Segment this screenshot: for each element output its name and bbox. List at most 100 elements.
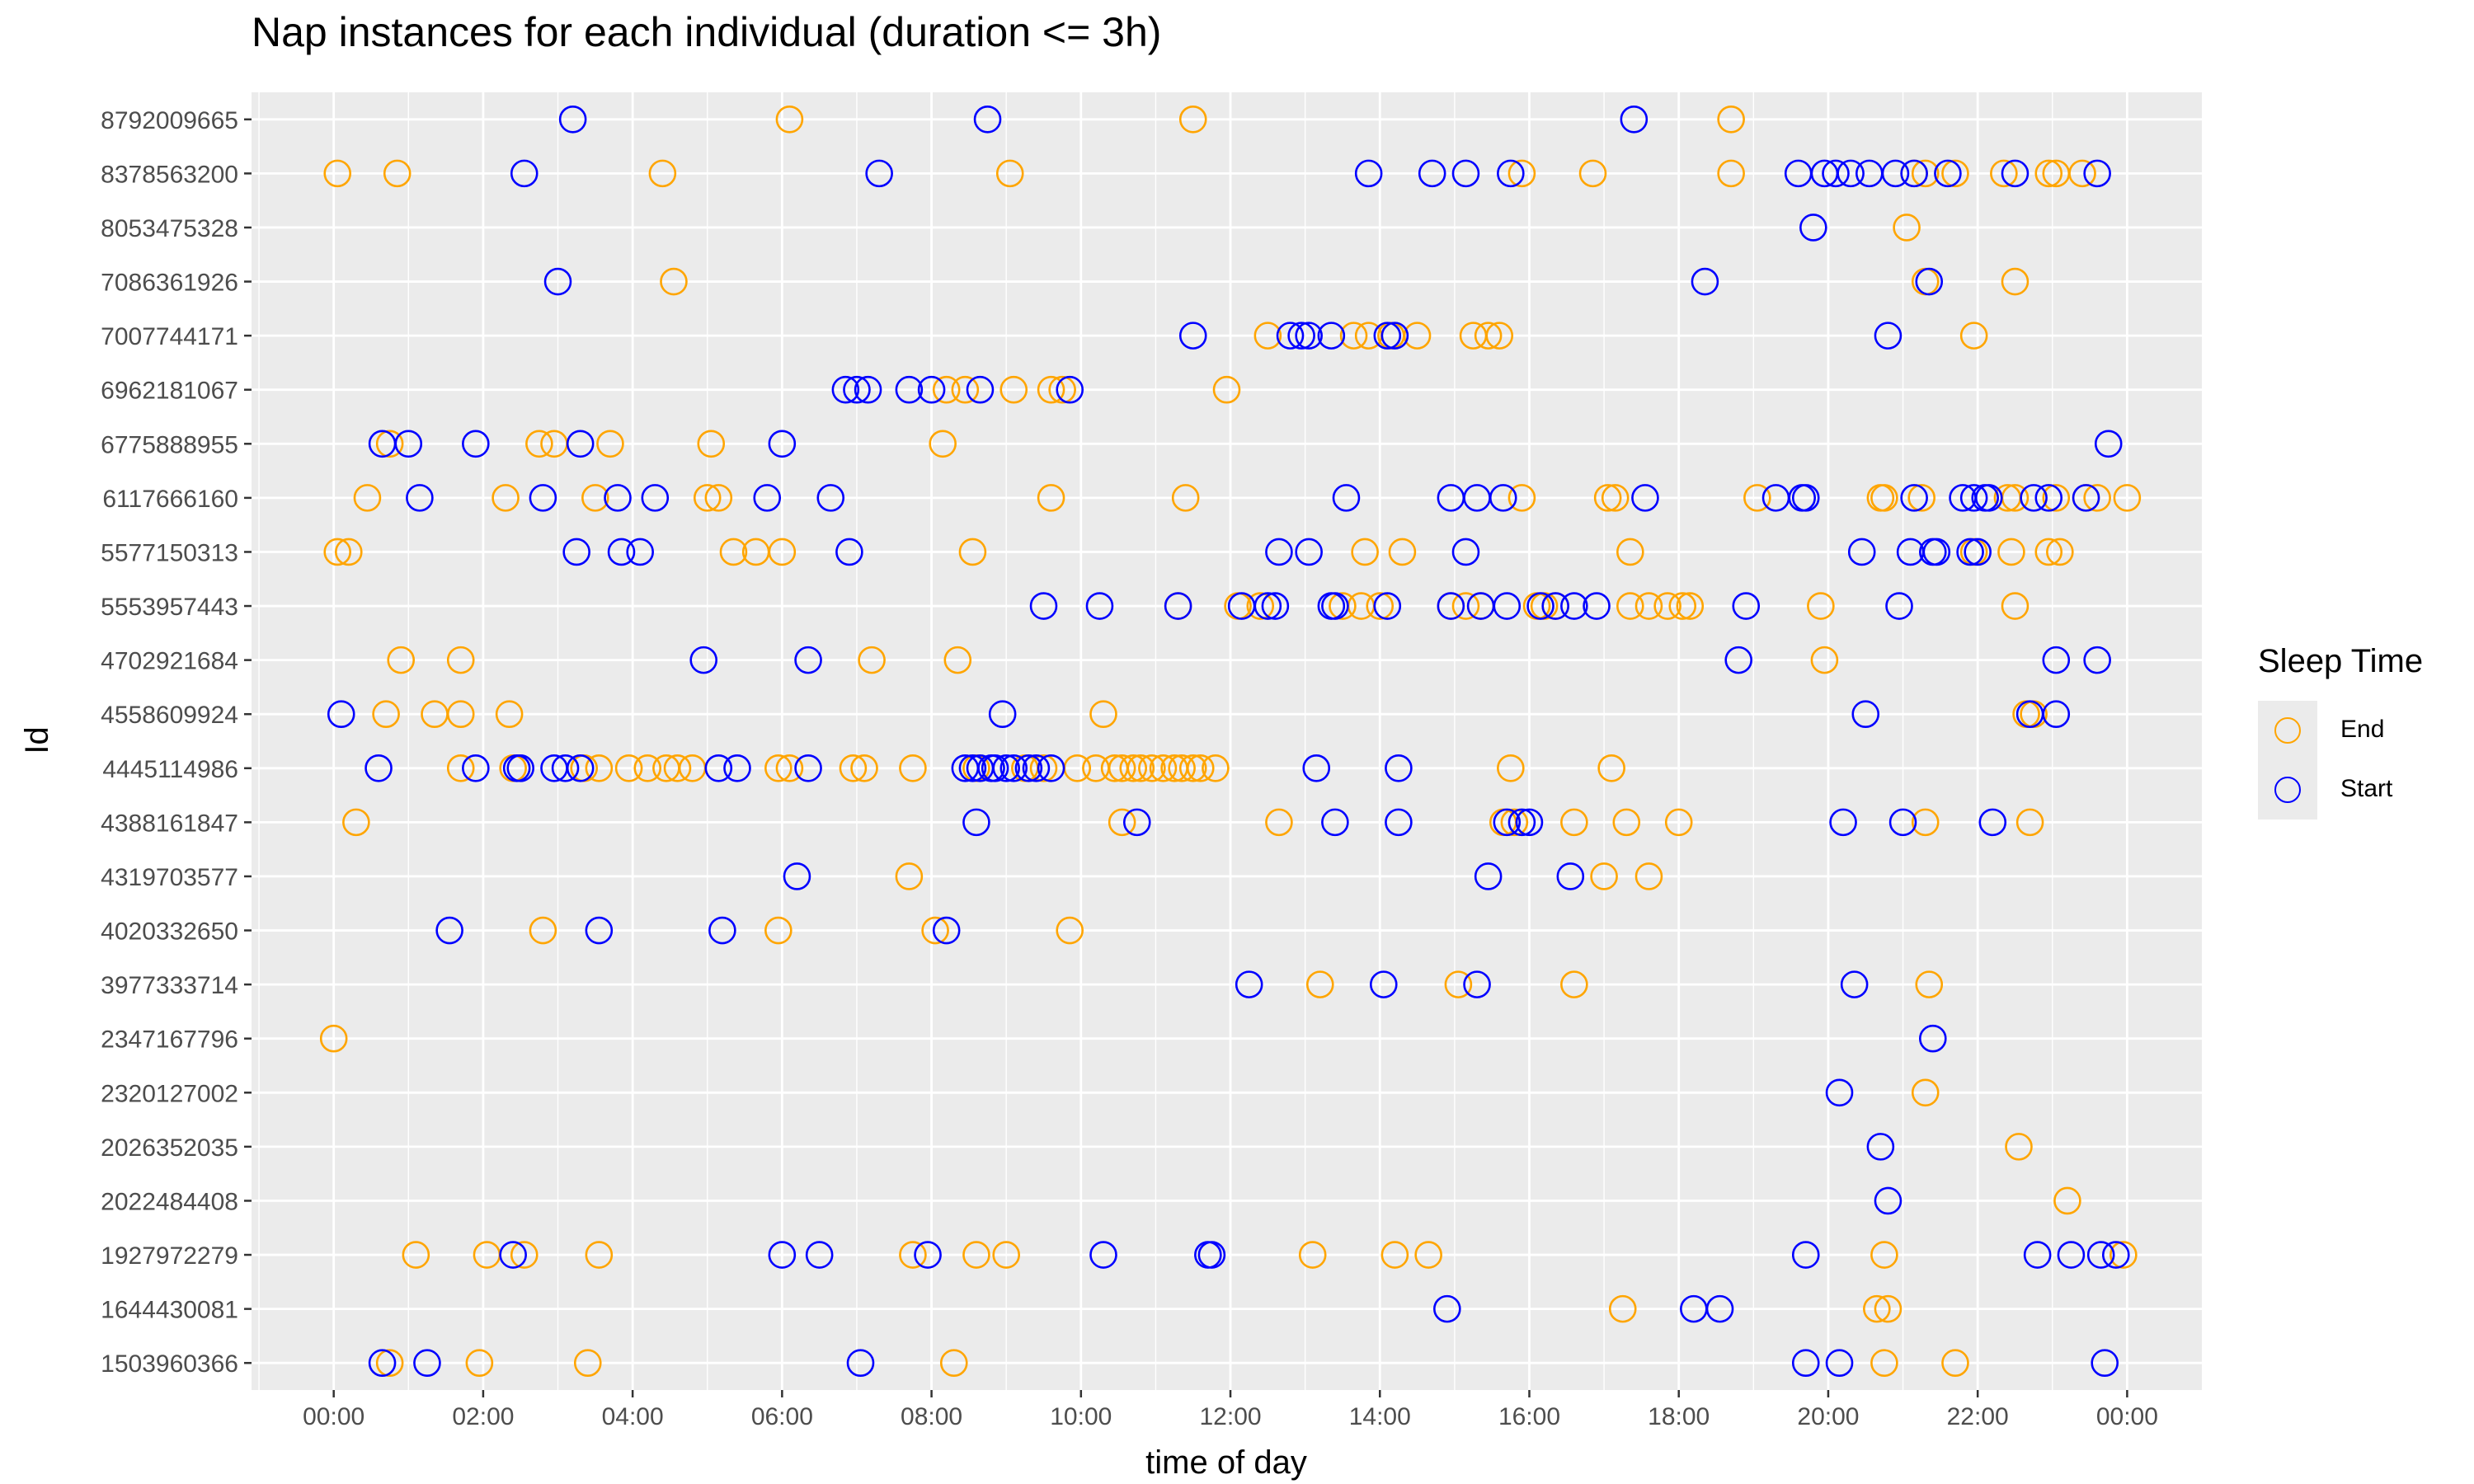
start-point [1122, 808, 1151, 837]
x-axis: 00:00 02:00 04:00 06:00 08:00 10:00 12:00 14:00… [303, 1390, 2158, 1430]
end-point [1941, 1349, 1969, 1378]
end-point [1601, 484, 1630, 512]
end-point [2034, 159, 2063, 188]
end-point [704, 484, 733, 512]
end-point [1178, 754, 1207, 782]
end-point [943, 646, 972, 674]
end-point [353, 484, 382, 512]
start-point [1014, 754, 1043, 782]
end-point [525, 430, 553, 458]
end-point [764, 754, 793, 782]
start-point [1915, 267, 1944, 296]
start-point [1526, 592, 1554, 620]
start-point [816, 484, 845, 512]
start-point [1556, 862, 1585, 890]
end-point [1907, 484, 1936, 512]
start-point [1287, 322, 1315, 350]
end-point [951, 375, 980, 404]
start-point [689, 646, 718, 674]
end-point [1366, 592, 1395, 620]
end-point [1870, 1241, 1898, 1269]
legend: Sleep Time End Start [2258, 643, 2423, 819]
start-point [1840, 970, 1869, 998]
start-point [1463, 970, 1491, 998]
start-point [992, 754, 1020, 782]
start-point [1705, 1294, 1734, 1323]
end-point [1305, 970, 1334, 998]
end-point [1810, 646, 1839, 674]
start-point [2042, 646, 2071, 674]
x-tick-label: 20:00 [1797, 1403, 1859, 1430]
x-tick-label: 00:00 [303, 1403, 365, 1430]
y-tick-label: 1644430081 [101, 1297, 238, 1324]
start-point [2083, 159, 2111, 188]
start-point [2072, 484, 2100, 512]
start-point [604, 484, 632, 512]
start-point [932, 916, 961, 945]
end-point [1874, 1294, 1903, 1323]
start-point [1822, 159, 1850, 188]
start-point [958, 754, 987, 782]
end-point [1990, 159, 2018, 188]
end-point [1578, 159, 1607, 188]
end-point [899, 1241, 927, 1269]
start-point [895, 375, 924, 404]
y-tick-label: 7007744171 [101, 323, 238, 350]
start-point [543, 267, 572, 296]
y-tick-label: 2026352035 [101, 1134, 238, 1162]
end-point [585, 1241, 614, 1269]
start-point [783, 862, 811, 890]
end-point [1612, 808, 1641, 837]
start-point [1851, 700, 1880, 729]
end-point [1717, 159, 1745, 188]
end-point [323, 159, 352, 188]
end-point [921, 916, 949, 945]
end-point [1168, 754, 1196, 782]
start-point [1332, 484, 1361, 512]
x-tick-label: 22:00 [1947, 1403, 2009, 1430]
start-point [558, 105, 587, 134]
start-point [1881, 159, 1910, 188]
start-point [835, 538, 863, 566]
end-point [1037, 375, 1065, 404]
end-point [383, 159, 412, 188]
start-point [768, 1241, 797, 1269]
start-point [1507, 808, 1536, 837]
end-point [648, 159, 677, 188]
start-point [1974, 484, 2003, 512]
start-point [1451, 538, 1480, 566]
end-point [1870, 1349, 1898, 1378]
end-point [375, 430, 404, 458]
end-point [1634, 592, 1663, 620]
start-point [1433, 1294, 1461, 1323]
end-point [958, 538, 987, 566]
end-point [719, 538, 748, 566]
end-point [1212, 375, 1241, 404]
start-point [1089, 1241, 1117, 1269]
start-point [1373, 322, 1402, 350]
end-point [899, 754, 927, 782]
end-point [1089, 700, 1117, 729]
legend-label-start: Start [2340, 775, 2393, 802]
x-tick-label: 14:00 [1349, 1403, 1411, 1430]
end-point [1941, 159, 1969, 188]
start-point [1437, 592, 1465, 620]
start-point [1085, 592, 1114, 620]
start-point [1029, 592, 1058, 620]
y-tick-label: 4319703577 [101, 864, 238, 891]
end-point [2042, 484, 2071, 512]
start-point [753, 484, 782, 512]
start-point [843, 375, 871, 404]
end-point [2005, 1133, 2033, 1161]
start-point [973, 105, 1002, 134]
start-point [2023, 1241, 2052, 1269]
end-point [614, 754, 643, 782]
start-point [413, 1349, 441, 1378]
start-point [506, 754, 535, 782]
start-point [1799, 214, 1827, 242]
end-point [573, 1349, 602, 1378]
major-grid [252, 92, 2202, 1390]
y-tick-label: 8053475328 [101, 215, 238, 242]
x-axis-title: time of day [1145, 1444, 1307, 1481]
